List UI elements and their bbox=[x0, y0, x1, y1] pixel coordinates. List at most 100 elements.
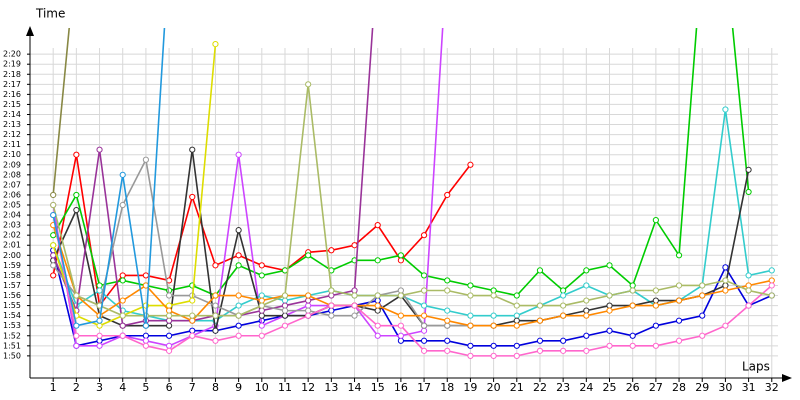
y-tick-label: 1:57 bbox=[3, 281, 21, 290]
point bbox=[142, 342, 150, 349]
x-tick-label: 30 bbox=[718, 381, 732, 394]
point bbox=[235, 227, 242, 234]
y-tick-label: 1:51 bbox=[3, 341, 21, 350]
point bbox=[420, 302, 428, 309]
y-tick-label: 1:56 bbox=[3, 291, 21, 300]
point bbox=[583, 307, 590, 314]
point bbox=[235, 322, 242, 329]
y-tick-label: 2:13 bbox=[3, 120, 21, 129]
point bbox=[467, 282, 474, 289]
x-tick-label: 12 bbox=[301, 381, 315, 394]
y-tick-label: 2:04 bbox=[3, 211, 21, 220]
point bbox=[420, 312, 428, 319]
point bbox=[606, 307, 613, 314]
point bbox=[258, 312, 265, 319]
point bbox=[745, 282, 752, 289]
point bbox=[374, 222, 381, 229]
point bbox=[212, 327, 219, 334]
point bbox=[281, 307, 289, 314]
point bbox=[560, 302, 567, 309]
point bbox=[96, 322, 103, 329]
point bbox=[189, 317, 196, 324]
series-line bbox=[52, 224, 772, 327]
point bbox=[351, 242, 358, 249]
point bbox=[722, 106, 729, 113]
point bbox=[467, 352, 474, 359]
x-tick-label: 18 bbox=[440, 381, 454, 394]
point bbox=[397, 312, 404, 319]
y-tick-label: 2:05 bbox=[3, 201, 21, 210]
point bbox=[119, 312, 126, 319]
point bbox=[536, 302, 544, 309]
x-tick-label: 10 bbox=[255, 381, 269, 394]
series-line bbox=[52, 28, 166, 327]
point bbox=[745, 272, 752, 279]
point bbox=[397, 332, 404, 339]
point bbox=[142, 332, 150, 339]
point bbox=[629, 342, 636, 349]
point bbox=[583, 312, 590, 319]
point bbox=[652, 216, 659, 224]
point bbox=[675, 317, 683, 324]
x-tick-label: 29 bbox=[695, 381, 709, 394]
point bbox=[374, 322, 381, 329]
point bbox=[119, 272, 126, 279]
point bbox=[444, 277, 451, 284]
point bbox=[490, 342, 497, 349]
point bbox=[189, 146, 196, 153]
x-tick-label: 1 bbox=[50, 381, 57, 394]
point bbox=[560, 287, 567, 294]
point bbox=[50, 211, 57, 219]
point bbox=[722, 282, 729, 289]
point bbox=[722, 264, 729, 271]
point bbox=[351, 302, 358, 309]
point bbox=[119, 322, 126, 329]
point bbox=[119, 297, 126, 304]
point bbox=[328, 287, 335, 294]
point bbox=[675, 252, 683, 259]
point bbox=[258, 272, 265, 279]
y-tick-label: 2:17 bbox=[3, 80, 21, 89]
point bbox=[467, 161, 474, 168]
y-tick-label: 2:15 bbox=[3, 100, 21, 109]
y-tick-label: 1:59 bbox=[3, 261, 21, 270]
point bbox=[212, 292, 219, 299]
x-tick-label: 25 bbox=[603, 381, 617, 394]
point bbox=[467, 312, 474, 319]
y-tick-label: 2:20 bbox=[3, 50, 21, 59]
point bbox=[142, 156, 150, 163]
point bbox=[490, 312, 497, 319]
x-tick-label: 9 bbox=[235, 381, 242, 394]
point bbox=[165, 302, 173, 309]
point bbox=[420, 232, 428, 239]
point bbox=[397, 252, 404, 259]
point bbox=[189, 332, 196, 339]
y-tick-label: 2:11 bbox=[3, 140, 21, 149]
point bbox=[189, 193, 196, 201]
point bbox=[119, 332, 126, 339]
x-tick-label: 21 bbox=[510, 381, 524, 394]
x-tick-label: 7 bbox=[189, 381, 196, 394]
point bbox=[536, 317, 544, 324]
point bbox=[444, 307, 451, 314]
point bbox=[699, 282, 706, 289]
x-tick-label: 20 bbox=[487, 381, 501, 394]
y-tick-label: 2:19 bbox=[3, 60, 21, 69]
point bbox=[768, 292, 775, 299]
point bbox=[258, 302, 265, 309]
point bbox=[560, 337, 567, 344]
y-tick-label: 2:06 bbox=[3, 190, 21, 199]
point bbox=[50, 242, 57, 249]
y-tick-label: 2:07 bbox=[3, 180, 21, 189]
point bbox=[165, 347, 173, 354]
point bbox=[235, 252, 242, 259]
point bbox=[722, 287, 729, 294]
point bbox=[142, 272, 150, 279]
y-tick-label: 1:50 bbox=[3, 351, 21, 360]
point bbox=[258, 292, 265, 299]
y-tick-label: 2:08 bbox=[3, 170, 21, 179]
point bbox=[374, 297, 381, 304]
point bbox=[444, 287, 451, 294]
point bbox=[50, 272, 57, 279]
point bbox=[165, 322, 173, 329]
